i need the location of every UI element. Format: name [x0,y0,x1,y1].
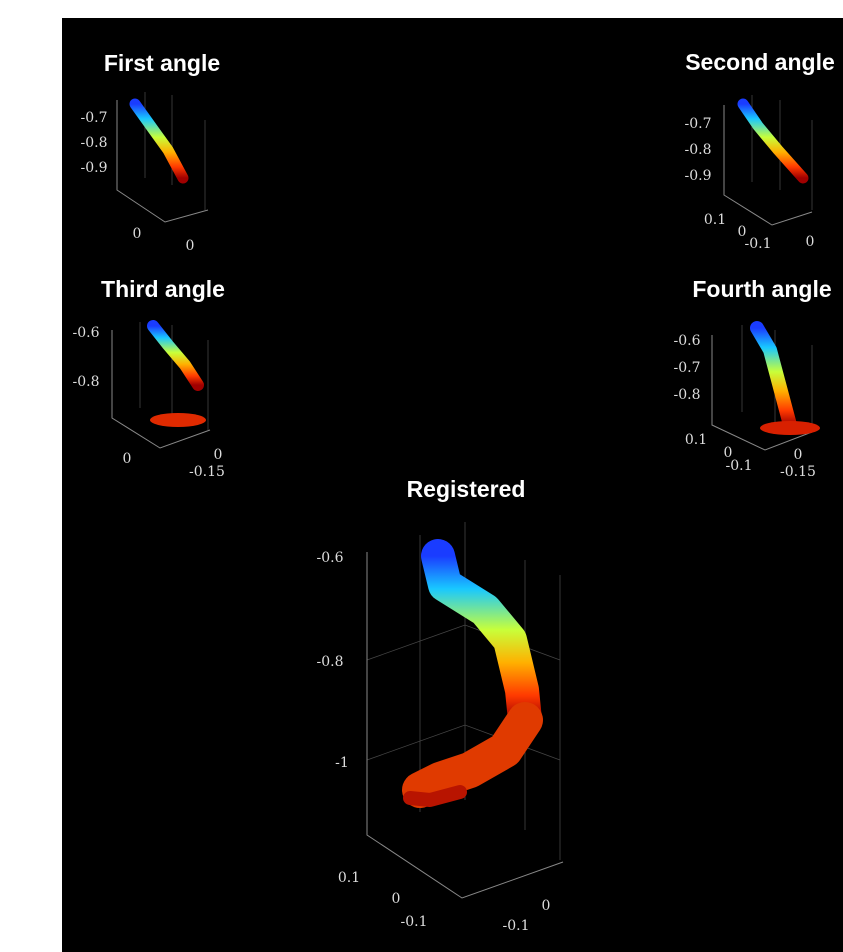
tick-label: -0.9 [685,168,712,184]
tick-label: 0 [133,226,142,242]
tick-label: -0.1 [401,914,428,930]
tick-label: -0.8 [685,142,712,158]
tick-label: -0.8 [81,135,108,151]
tick-label: 0 [214,447,223,463]
tick-label: -0.15 [189,464,225,480]
point-cloud [760,421,820,435]
page: First angle -0.7 -0.8 -0.9 0 0 Second an… [0,0,843,952]
tick-label: -0.7 [81,110,108,126]
panel-title: Third angle [101,276,225,302]
tick-label: -0.1 [726,458,753,474]
tick-label: 0 [392,891,401,907]
point-cloud [410,792,460,800]
tick-label: -1 [335,755,349,771]
tick-label: -0.6 [73,325,100,341]
tick-label: 0.1 [685,432,707,448]
tick-label: -0.6 [317,550,344,566]
tick-label: 0 [123,451,132,467]
tick-label: 0 [794,447,803,463]
tick-label: 0.1 [338,870,360,886]
tick-label: -0.15 [780,464,816,480]
panel-title: Registered [407,476,526,502]
panel-title: First angle [104,50,220,76]
panel-title: Second angle [685,49,835,75]
tick-label: -0.7 [685,116,712,132]
tick-label: -0.8 [317,654,344,670]
tick-label: 0 [186,238,195,254]
tick-label: 0.1 [704,212,726,228]
tick-label: -0.1 [745,236,772,252]
tick-label: -0.9 [81,160,108,176]
tick-label: -0.6 [674,333,701,349]
tick-label: -0.1 [503,918,530,934]
tick-label: -0.8 [674,387,701,403]
tick-label: 0 [542,898,551,914]
tick-label: 0 [806,234,815,250]
point-cloud [150,413,206,427]
figure: First angle -0.7 -0.8 -0.9 0 0 Second an… [0,0,843,952]
panel-title: Fourth angle [692,276,831,302]
tick-label: -0.8 [73,374,100,390]
tick-label: -0.7 [674,360,701,376]
